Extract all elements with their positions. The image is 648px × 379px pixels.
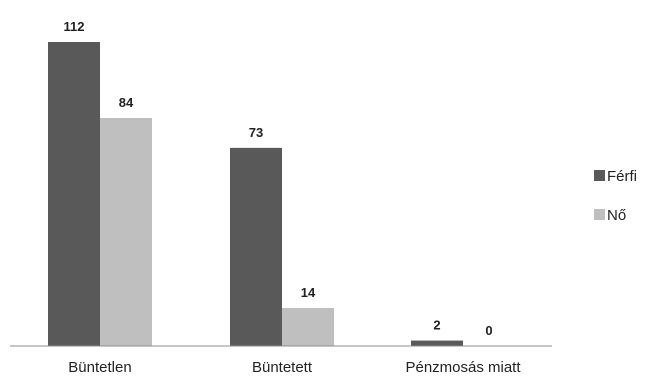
legend-label-ferfi: Férfi (607, 168, 637, 185)
value-label-ferfi-penzmosas-miatt: 2 (433, 318, 440, 333)
value-label-no-buntetett: 14 (301, 285, 316, 300)
bar-no-buntetlen (100, 118, 152, 346)
category-label-buntetett: Büntetett (252, 359, 313, 376)
category-label-buntetlen: Büntetlen (68, 359, 131, 376)
legend: Férfi Nő (594, 168, 637, 224)
value-label-no-penzmosas-miatt: 0 (485, 323, 492, 338)
bar-ferfi-buntetlen (48, 42, 100, 346)
value-label-no-buntetlen: 84 (119, 95, 134, 110)
legend-swatch-ferfi (594, 170, 605, 181)
legend-swatch-no (594, 209, 605, 220)
bars-group (48, 42, 463, 346)
value-label-ferfi-buntetett: 73 (249, 125, 263, 140)
value-label-ferfi-buntetlen: 112 (64, 19, 85, 34)
category-label-penzmosas-miatt: Pénzmosás miatt (405, 359, 521, 376)
category-labels-group: Büntetlen Büntetett Pénzmosás miatt (68, 359, 521, 376)
value-labels-group: 112 84 73 14 2 0 (64, 19, 493, 338)
legend-label-no: Nő (607, 207, 626, 224)
bar-no-buntetett (282, 308, 334, 346)
bar-ferfi-buntetett (230, 147, 282, 346)
bar-ferfi-penzmosas-miatt (411, 340, 463, 346)
